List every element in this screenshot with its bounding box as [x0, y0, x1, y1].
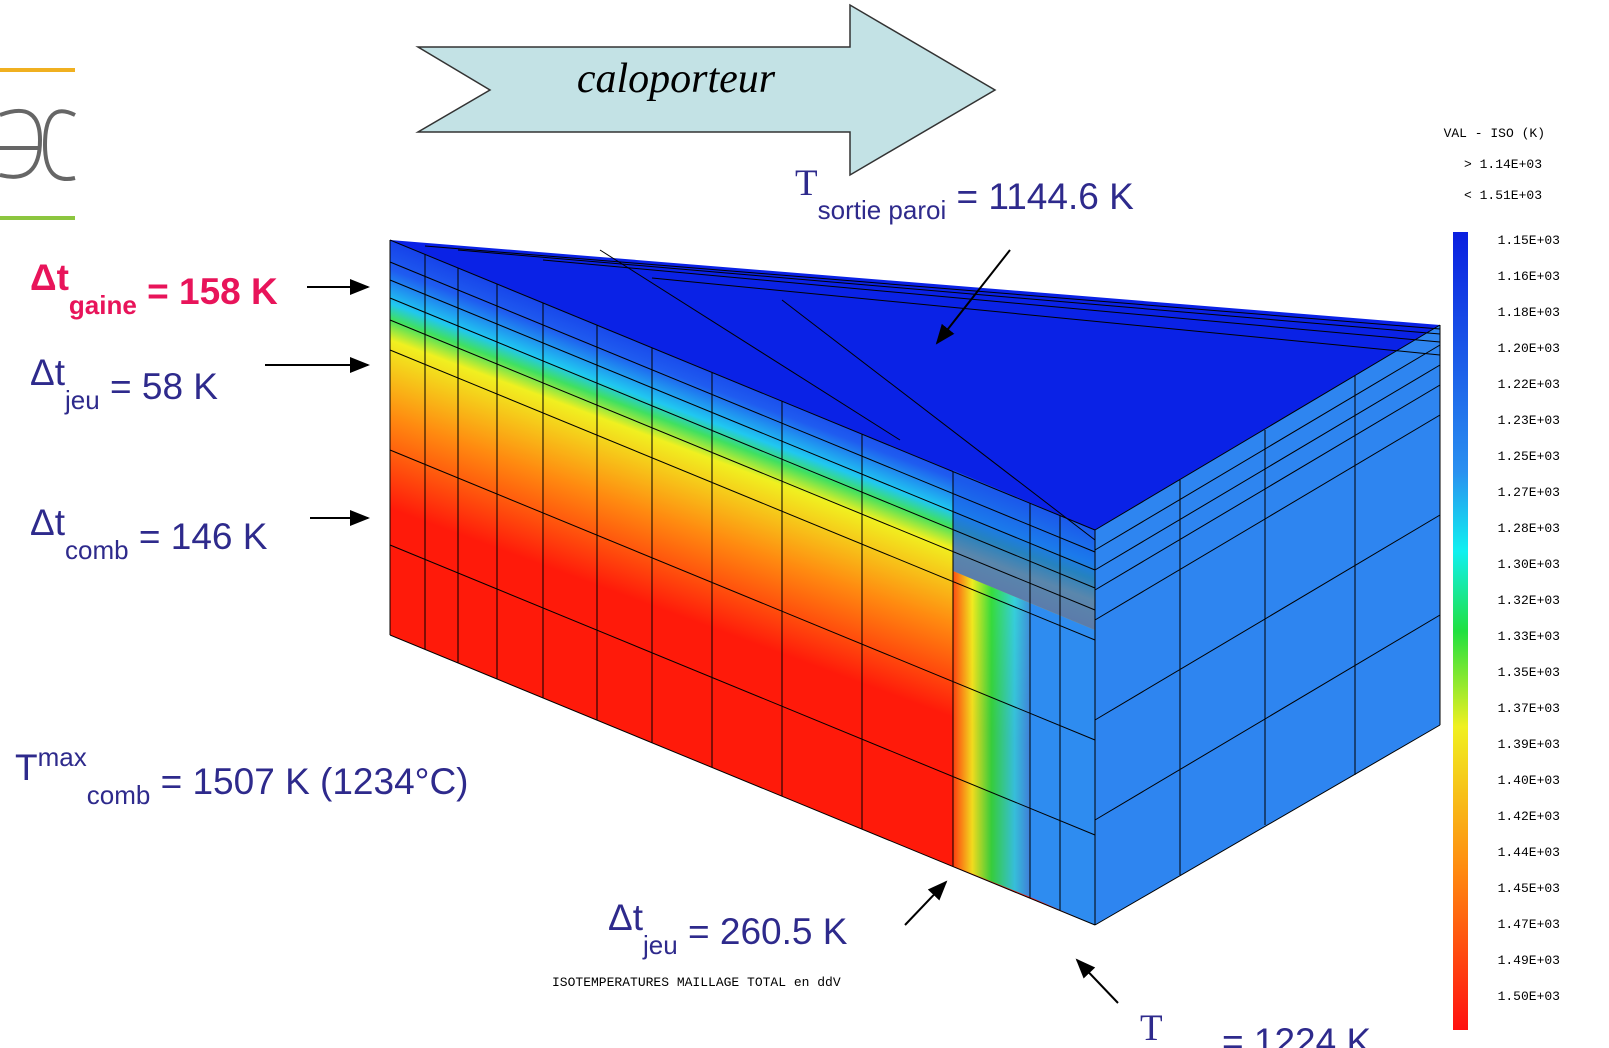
annotation-sub: comb [65, 535, 129, 565]
annotation: Tsortie paroi = 1144.6 K [795, 163, 1134, 225]
annotation-symbol: Δt [608, 897, 644, 938]
annotation-sub: gaine [69, 290, 137, 320]
legend-level: 1.32E+03 [1498, 593, 1560, 608]
slide: caloporteur VAL - ISO (K) > 1.14E+03 < 1… [0, 0, 1609, 1048]
legend-level: 1.23E+03 [1498, 413, 1560, 428]
legend-title: VAL - ISO (K) [1444, 126, 1545, 141]
annotation-text: = 1144.6 K [946, 176, 1134, 217]
legend-level: 1.39E+03 [1498, 737, 1560, 752]
legend-min: > 1.14E+03 [1464, 157, 1542, 172]
annotation: Tmax = 1224 K [1140, 1008, 1371, 1048]
legend-level: 1.33E+03 [1498, 629, 1560, 644]
annotation-symbol: T [15, 747, 38, 788]
legend-max: < 1.51E+03 [1464, 188, 1542, 203]
legend-level: 1.49E+03 [1498, 953, 1560, 968]
legend-level: 1.40E+03 [1498, 773, 1560, 788]
annotation-symbol: Δt [30, 502, 66, 543]
legend-level: 1.20E+03 [1498, 341, 1560, 356]
annotation-text: = 158 K [137, 271, 278, 312]
legend-level: 1.27E+03 [1498, 485, 1560, 500]
annotation-text: = 58 K [100, 366, 219, 407]
legend-level: 1.16E+03 [1498, 269, 1560, 284]
legend-level: 1.50E+03 [1498, 989, 1560, 1004]
legend-level: 1.18E+03 [1498, 305, 1560, 320]
annotation-sub: comb [87, 780, 151, 810]
color-bar [1453, 232, 1468, 1030]
annotation-text: = 146 K [129, 516, 268, 557]
annotation-text: = 1224 K [1212, 1021, 1372, 1048]
annotation-text: = 1507 K (1234°C) [150, 761, 468, 802]
legend-level: 1.25E+03 [1498, 449, 1560, 464]
annotation: Δtgaine = 158 K [30, 257, 278, 320]
annotation-symbol: Δt [30, 352, 66, 393]
annotation-sub: jeu [642, 930, 678, 960]
legend-level: 1.42E+03 [1498, 809, 1560, 824]
legend-level: 1.45E+03 [1498, 881, 1560, 896]
logo [0, 70, 75, 218]
annotation-sub: sortie paroi [818, 195, 947, 225]
legend-level: 1.15E+03 [1498, 233, 1560, 248]
legend-level: 1.35E+03 [1498, 665, 1560, 680]
annotation: Δtjeu = 58 K [30, 352, 218, 415]
annotation-symbol: T [795, 163, 818, 204]
annotation-sub: max [1163, 1040, 1212, 1048]
annotation: Δtcomb = 146 K [30, 502, 268, 565]
annotation-sub: jeu [64, 385, 100, 415]
annotation: Tmaxcomb = 1507 K (1234°C) [15, 742, 469, 810]
legend-level: 1.37E+03 [1498, 701, 1560, 716]
legend-level: 1.22E+03 [1498, 377, 1560, 392]
legend-level: 1.28E+03 [1498, 521, 1560, 536]
legend-level: 1.30E+03 [1498, 557, 1560, 572]
temperature-model [390, 240, 1440, 925]
annotation: Δtjeu = 260.5 K [608, 897, 848, 960]
annotation-symbol: T [1140, 1008, 1163, 1048]
legend-level: 1.47E+03 [1498, 917, 1560, 932]
annotation-sup: max [38, 742, 87, 772]
caption: ISOTEMPERATURES MAILLAGE TOTAL en ddV [552, 975, 841, 990]
legend-level: 1.44E+03 [1498, 845, 1560, 860]
banner-text: caloporteur [577, 56, 776, 102]
annotation-symbol: Δt [30, 257, 69, 298]
annotation-text: = 260.5 K [678, 911, 848, 952]
